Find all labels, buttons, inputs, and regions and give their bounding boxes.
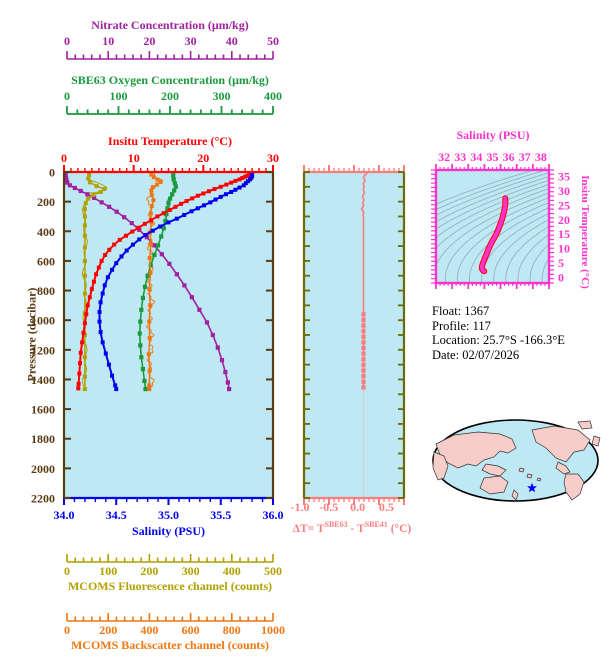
- backscatter-tick-400: 400: [140, 623, 159, 637]
- ts-temperature-tick-5: 5: [558, 256, 564, 270]
- fluorescence-tick-300: 300: [181, 564, 200, 578]
- backscatter-axis-title: MCOMS Backscatter channel (counts): [70, 638, 270, 652]
- fluorescence-tick-0: 0: [64, 564, 70, 578]
- temperature-tick-0: 0: [61, 151, 67, 165]
- temperature-tick-30: 30: [267, 151, 279, 165]
- pressure-tick-1800: 1800: [31, 432, 55, 446]
- fluorescence-tick-100: 100: [99, 564, 118, 578]
- ts-salinity-tick-35: 35: [487, 150, 499, 164]
- ts-salinity-tick-34: 34: [470, 150, 482, 164]
- ts-salinity-tick-32: 32: [438, 150, 450, 164]
- nitrate-tick-40: 40: [225, 34, 238, 48]
- backscatter-tick-1000: 1000: [261, 623, 285, 637]
- ts-salinity-tick-36: 36: [503, 150, 515, 164]
- temperature-tick-10: 10: [127, 151, 140, 165]
- float-label: Float: 1367: [432, 304, 490, 318]
- delta-t-axis-title: ΔT= TSBE63 - TSBE41 (°C): [282, 520, 422, 535]
- nitrate-tick-0: 0: [64, 34, 70, 48]
- ts-temperature-title: Insitu Temperature (°C): [579, 175, 591, 289]
- delta-t-title-sup1: SBE63: [324, 520, 348, 529]
- backscatter-axis: 0 200 400 600 800 1000 MCOMS Backscatter…: [50, 611, 290, 655]
- oxygen-tick-400: 400: [264, 89, 282, 103]
- salinity-tick-34.5: 34.5: [106, 508, 127, 522]
- nitrate-tick-10: 10: [102, 34, 115, 48]
- backscatter-tick-800: 800: [222, 623, 241, 637]
- fluorescence-tick-400: 400: [222, 564, 241, 578]
- world-map-thumbnail: [432, 419, 601, 502]
- location-label: Location: 25.7°S -166.3°E: [432, 333, 565, 347]
- map-landmasses: [432, 420, 601, 501]
- nitrate-tick-30: 30: [184, 34, 197, 48]
- temperature-axis: Insitu Temperature (°C) 0 10 20 30: [50, 134, 290, 172]
- ts-temperature-tick-25: 25: [558, 198, 570, 212]
- salinity-tick-34.0: 34.0: [54, 508, 75, 522]
- fluorescence-axis: 0 100 200 300 400 500 MCOMS Fluorescence…: [50, 552, 290, 596]
- date-label: Date: 02/07/2026: [432, 347, 520, 362]
- oxygen-tick-300: 300: [212, 89, 231, 103]
- oxygen-axis-title: SBE63 Oxygen Concentration (μm/kg): [71, 73, 269, 87]
- ts-salinity-tick-38: 38: [535, 150, 547, 164]
- oxygen-tick-200: 200: [161, 89, 179, 103]
- delta-t-title-minus: - T: [347, 522, 365, 535]
- ts-temperature-tick-35: 35: [558, 169, 570, 183]
- pressure-tick-600: 600: [37, 254, 55, 268]
- ts-temperature-tick-30: 30: [558, 184, 570, 198]
- delta-t-tick--1.0: -1.0: [290, 500, 310, 514]
- ts-salinity-tick-33: 33: [454, 150, 466, 164]
- pressure-tick-1600: 1600: [31, 403, 55, 417]
- salinity-tick-36.0: 36.0: [263, 508, 284, 522]
- float-location-star: [527, 482, 537, 493]
- oxygen-tick-100: 100: [109, 89, 128, 103]
- pressure-tick-200: 200: [37, 195, 55, 209]
- pressure-tick-400: 400: [37, 225, 55, 239]
- delta-t-tick-0.5: 0.5: [378, 500, 394, 514]
- delta-t-title-prefix: ΔT= T: [292, 522, 325, 535]
- oxygen-tick-0: 0: [64, 89, 70, 103]
- pressure-tick-2000: 2000: [31, 462, 55, 476]
- nitrate-tick-20: 20: [143, 34, 156, 48]
- fluorescence-axis-title: MCOMS Fluorescence channel (counts): [67, 579, 273, 593]
- pressure-tick-800: 800: [37, 284, 55, 298]
- ts-temperature-tick-15: 15: [558, 227, 570, 241]
- profile-label: Profile: 117: [432, 318, 491, 333]
- backscatter-tick-600: 600: [181, 623, 200, 637]
- backscatter-tick-0: 0: [64, 623, 70, 637]
- delta-t-title-suffix: (°C): [387, 522, 412, 535]
- fluorescence-tick-500: 500: [264, 564, 282, 578]
- temperature-axis-title: Insitu Temperature (°C): [108, 134, 232, 148]
- delta-t-tick-0.0: 0.0: [350, 500, 366, 514]
- temperature-tick-20: 20: [197, 151, 210, 165]
- pressure-tick-2200: 2200: [31, 492, 55, 506]
- fluorescence-tick-200: 200: [140, 564, 159, 578]
- backscatter-tick-200: 200: [99, 623, 118, 637]
- nitrate-axis: Nitrate Concentration (μm/kg): [55, 18, 285, 66]
- metadata-block: Float: 1367 Profile: 117 Location: 25.7°…: [432, 304, 602, 362]
- delta-t-title-sup2: SBE41: [364, 520, 388, 529]
- ts-temperature-tick-0: 0: [558, 271, 564, 285]
- delta-t-tick--0.5: -0.5: [319, 500, 339, 514]
- salinity-axis-title: Salinity (PSU): [131, 524, 205, 538]
- nitrate-axis-title: Nitrate Concentration (μm/kg): [91, 18, 249, 32]
- ts-temperature-tick-10: 10: [558, 242, 570, 256]
- ts-salinity-title: Salinity (PSU): [456, 128, 530, 142]
- nitrate-tick-50: 50: [267, 34, 279, 48]
- delta-t-axis-labels: -1.0 -0.5 0.0 0.5 ΔT= TSBE63 - TSBE41 (°…: [288, 500, 418, 540]
- oxygen-axis: SBE63 Oxygen Concentration (μm/kg): [45, 73, 295, 121]
- pressure-axis-label: Pressure (decibar): [24, 287, 39, 382]
- salinity-tick-35.0: 35.0: [158, 508, 179, 522]
- ts-temperature-tick-20: 20: [558, 213, 570, 227]
- salinity-tick-35.5: 35.5: [210, 508, 231, 522]
- ts-salinity-tick-37: 37: [519, 150, 531, 164]
